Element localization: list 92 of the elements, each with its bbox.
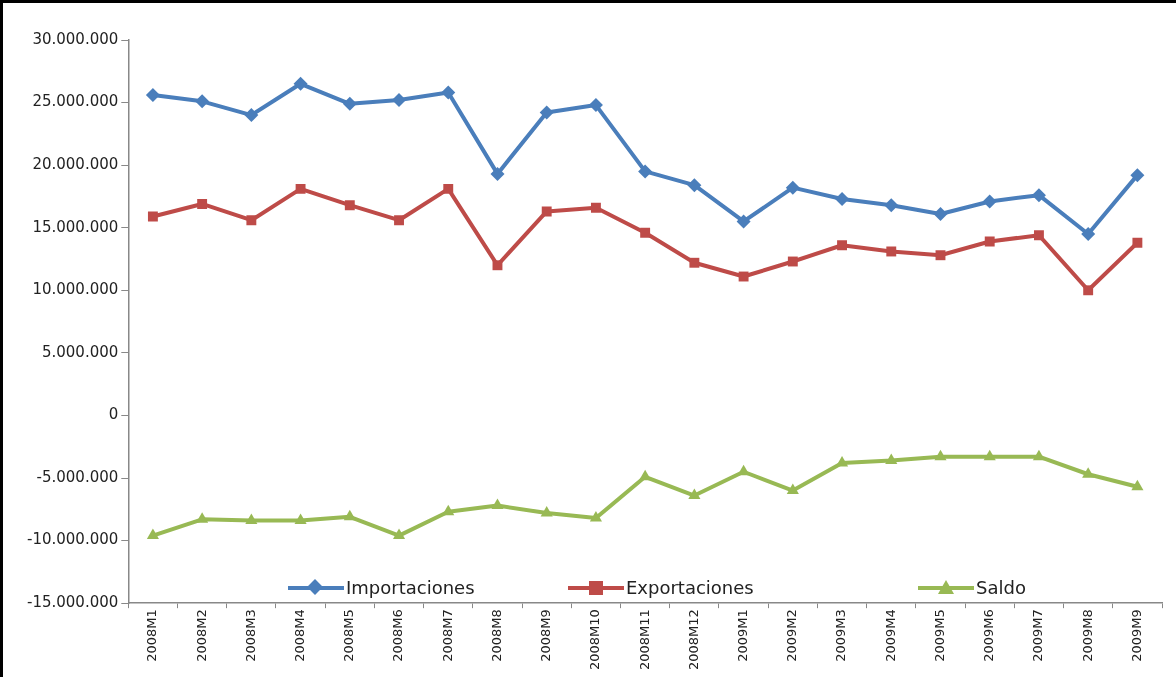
point bbox=[490, 166, 505, 181]
point bbox=[933, 206, 948, 221]
point bbox=[886, 246, 897, 257]
point bbox=[145, 88, 160, 103]
point bbox=[441, 85, 456, 100]
point bbox=[590, 202, 601, 213]
point bbox=[687, 178, 702, 193]
point bbox=[1032, 449, 1045, 461]
x-tick-label: 2008M5 bbox=[341, 609, 357, 662]
point bbox=[640, 227, 651, 238]
point bbox=[394, 215, 404, 226]
point bbox=[1082, 467, 1095, 478]
x-tick-label: 2009M1 bbox=[734, 609, 750, 662]
y-tick-label: -15.000.000 bbox=[27, 593, 119, 612]
point bbox=[787, 256, 798, 267]
point bbox=[984, 236, 995, 247]
point bbox=[294, 513, 307, 525]
y-tick-label: 15.000.000 bbox=[32, 217, 119, 236]
x-tick-label: 2009M2 bbox=[784, 609, 800, 662]
x-tick-label: 2008M3 bbox=[242, 609, 258, 662]
x-tick-label: 2009M5 bbox=[931, 609, 947, 662]
x-tick-label: 2008M4 bbox=[291, 609, 307, 662]
x-tick-label: 2008M8 bbox=[488, 609, 504, 662]
x-tick-label: 2009M3 bbox=[833, 609, 849, 662]
x-tick-label: 2008M2 bbox=[193, 609, 209, 662]
point bbox=[146, 528, 159, 540]
point bbox=[885, 453, 898, 464]
point bbox=[1033, 230, 1044, 241]
point bbox=[392, 93, 407, 108]
point bbox=[541, 206, 552, 217]
y-tick-label: 0 bbox=[108, 405, 119, 424]
y-tick-label: 20.000.000 bbox=[32, 155, 119, 174]
x-tick-label: 2008M7 bbox=[439, 609, 455, 662]
point bbox=[195, 94, 210, 109]
y-tick-label: 25.000.000 bbox=[32, 92, 119, 111]
x-tick-label: 2008M1 bbox=[144, 609, 160, 662]
y-tick-label: 30.000.000 bbox=[32, 29, 119, 48]
x-tick-label: 2009M4 bbox=[882, 609, 898, 662]
point bbox=[343, 509, 356, 521]
point bbox=[245, 513, 258, 525]
point bbox=[293, 76, 308, 91]
x-tick-label: 2008M9 bbox=[538, 609, 554, 662]
point bbox=[983, 449, 996, 461]
point bbox=[785, 180, 800, 195]
point bbox=[588, 98, 603, 113]
x-tick-label: 2009M9 bbox=[1128, 609, 1144, 662]
y-tick-label: -10.000.000 bbox=[27, 530, 119, 549]
x-tick-label: 2009M7 bbox=[1030, 609, 1046, 662]
point bbox=[982, 194, 997, 209]
point bbox=[491, 498, 504, 510]
legend-label: Exportaciones bbox=[626, 577, 754, 598]
point bbox=[540, 506, 553, 517]
x-tick-label: 2009M8 bbox=[1079, 609, 1095, 662]
legend-label: Importaciones bbox=[346, 577, 475, 598]
point bbox=[1031, 188, 1046, 203]
x-tick-label: 2008M12 bbox=[685, 609, 701, 670]
legend-label: Saldo bbox=[976, 577, 1026, 598]
point bbox=[295, 183, 306, 194]
y-tick-label: 5.000.000 bbox=[41, 342, 119, 361]
point bbox=[539, 105, 554, 120]
point bbox=[934, 449, 947, 461]
point bbox=[786, 483, 799, 495]
y-tick-label: 10.000.000 bbox=[32, 280, 119, 299]
point bbox=[1081, 226, 1096, 241]
x-tick-label: 2008M10 bbox=[587, 609, 603, 670]
point bbox=[244, 108, 259, 123]
point bbox=[935, 250, 946, 261]
point bbox=[197, 198, 208, 209]
point bbox=[638, 164, 653, 179]
point bbox=[835, 191, 850, 206]
point bbox=[342, 96, 357, 111]
point bbox=[443, 183, 454, 194]
point bbox=[1130, 168, 1145, 183]
point bbox=[589, 511, 602, 522]
point bbox=[689, 257, 700, 268]
point bbox=[392, 528, 406, 540]
point bbox=[1083, 285, 1094, 296]
point bbox=[147, 211, 158, 222]
point bbox=[688, 488, 701, 500]
point bbox=[884, 198, 899, 213]
point bbox=[738, 271, 749, 282]
point bbox=[736, 214, 751, 229]
x-tick-label: 2009M6 bbox=[981, 609, 997, 662]
point bbox=[246, 215, 257, 226]
x-tick-label: 2008M11 bbox=[636, 609, 652, 670]
point bbox=[837, 240, 847, 251]
point bbox=[344, 200, 355, 211]
point bbox=[492, 260, 503, 271]
x-tick-label: 2008M6 bbox=[390, 609, 406, 662]
point bbox=[1132, 237, 1143, 248]
y-tick-label: -5.000.000 bbox=[36, 467, 119, 486]
point bbox=[1131, 479, 1144, 491]
